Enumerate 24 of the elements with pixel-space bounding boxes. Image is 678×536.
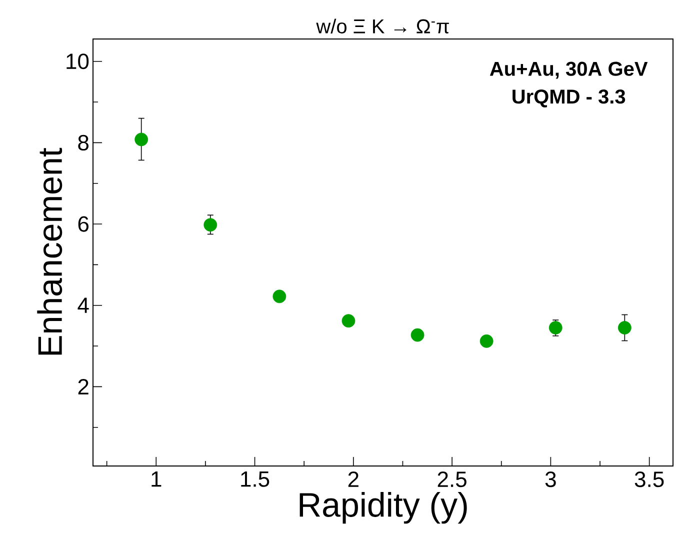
- x-tick-label: 3: [545, 472, 556, 488]
- y-axis-title: Enhancement: [37, 148, 62, 355]
- point: [410, 328, 424, 342]
- y-tick-label: 8: [78, 134, 89, 150]
- point: [342, 314, 356, 328]
- y-tick-label: 2: [78, 379, 88, 394]
- x-tick-label: 1: [152, 472, 162, 487]
- x-tick-label: 2.5: [438, 472, 466, 488]
- x-axis-title: Rapidity (y): [300, 492, 467, 524]
- x-tick-label: 3.5: [634, 472, 664, 488]
- x-tick-label: 1.5: [241, 472, 270, 487]
- point: [548, 321, 562, 334]
- point: [204, 218, 218, 232]
- chart-title: w/o Ξ K → Ω$^{-}$π: [316, 18, 449, 34]
- point: [134, 132, 148, 146]
- x-tick-label: 2: [348, 472, 358, 487]
- point: [618, 321, 632, 334]
- y-tick-label: 10: [66, 54, 89, 70]
- y-tick-label: 6: [78, 216, 89, 232]
- point: [272, 290, 286, 304]
- annotation: Au+Au, 30A GeV: [490, 62, 648, 79]
- point: [480, 334, 494, 348]
- annotation: UrQMD - 3.3: [512, 90, 626, 108]
- y-tick-label: 4: [78, 298, 89, 313]
